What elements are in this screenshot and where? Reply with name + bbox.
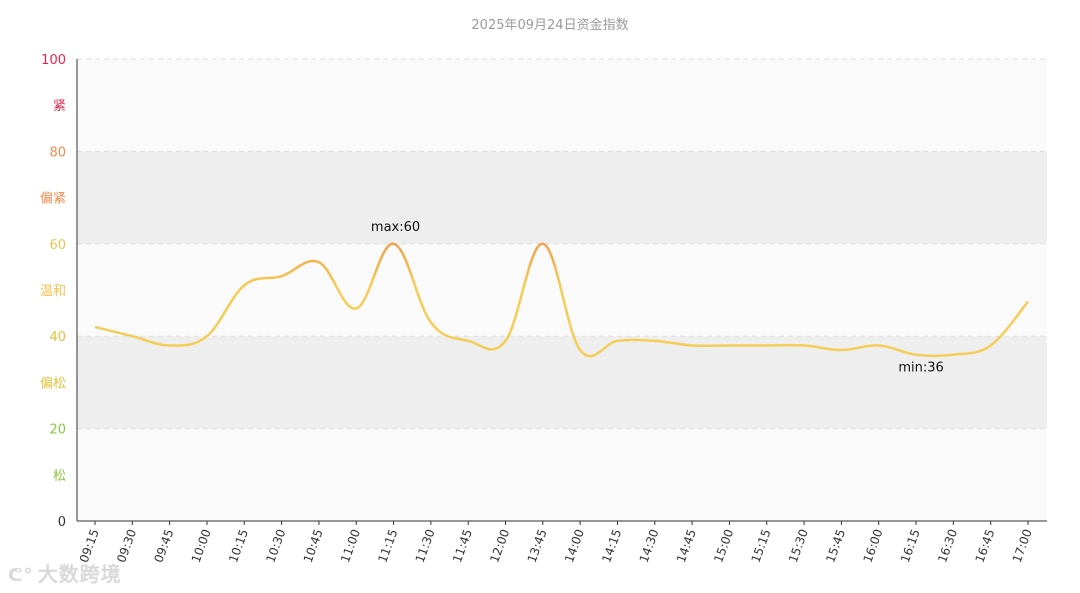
x-tick-label-10: 11:45 <box>450 527 475 564</box>
x-tick-label-3: 10:00 <box>189 527 214 564</box>
x-tick-label-16: 14:45 <box>674 527 699 564</box>
x-tick-label-15: 14:30 <box>637 527 662 564</box>
chart-title: 2025年09月24日资金指数 <box>471 18 629 33</box>
band-1 <box>77 336 1047 429</box>
y-tick-label-4: 80 <box>49 145 66 160</box>
x-tick-label-2: 09:45 <box>151 527 176 564</box>
min-annotation: min:36 <box>898 361 943 376</box>
x-tick-label-18: 15:15 <box>749 527 774 564</box>
band-label-4: 紧 <box>53 99 66 114</box>
watermark-logo-icon: ᕦ° <box>8 565 34 586</box>
y-tick-label-0: 0 <box>58 515 66 530</box>
y-tick-label-2: 40 <box>49 330 66 345</box>
x-tick-label-9: 11:30 <box>413 527 438 564</box>
y-tick-label-5: 100 <box>41 53 66 68</box>
band-label-3: 偏紧 <box>40 192 66 207</box>
x-tick-label-24: 16:45 <box>973 527 998 564</box>
watermark-text: 大数跨境 <box>37 562 122 586</box>
watermark: ᕦ° 大数跨境 <box>8 558 122 587</box>
band-3 <box>77 151 1047 244</box>
x-tick-label-13: 14:00 <box>562 527 587 564</box>
max-annotation: max:60 <box>371 220 420 235</box>
y-tick-label-1: 20 <box>49 423 66 438</box>
x-tick-label-20: 15:45 <box>823 527 848 564</box>
x-tick-label-5: 10:30 <box>263 527 288 564</box>
x-tick-label-12: 13:45 <box>525 527 550 564</box>
x-tick-label-7: 11:00 <box>338 527 363 564</box>
x-tick-label-11: 12:00 <box>487 527 512 564</box>
x-tick-label-8: 11:15 <box>375 527 400 564</box>
band-label-2: 温和 <box>40 284 66 299</box>
x-tick-label-19: 15:30 <box>786 527 811 564</box>
band-0 <box>77 428 1047 521</box>
x-tick-label-17: 15:00 <box>711 527 736 564</box>
x-tick-label-4: 10:15 <box>226 527 251 564</box>
x-tick-label-21: 16:00 <box>861 527 886 564</box>
x-tick-label-22: 16:15 <box>898 527 923 564</box>
band-label-0: 松 <box>53 469 66 484</box>
band-label-1: 偏松 <box>40 376 66 391</box>
band-4 <box>77 59 1047 152</box>
x-tick-label-25: 17:00 <box>1010 527 1035 564</box>
x-tick-label-23: 16:30 <box>935 527 960 564</box>
x-tick-label-6: 10:45 <box>301 527 326 564</box>
x-tick-label-14: 14:15 <box>599 527 624 564</box>
y-tick-label-3: 60 <box>49 238 66 253</box>
series-line-0 <box>94 242 1029 358</box>
